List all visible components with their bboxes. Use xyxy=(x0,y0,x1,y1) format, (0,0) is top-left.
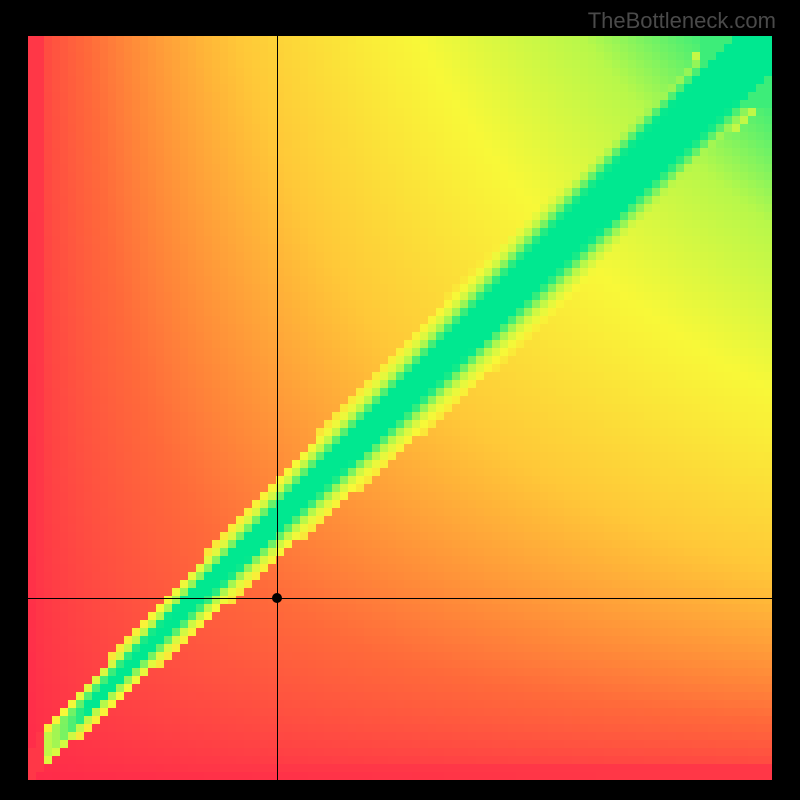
chart-container: TheBottleneck.com xyxy=(0,0,800,800)
heatmap-canvas xyxy=(28,36,772,780)
crosshair-vertical xyxy=(277,36,278,780)
watermark-text: TheBottleneck.com xyxy=(588,8,776,34)
crosshair-horizontal xyxy=(28,598,772,599)
crosshair-marker xyxy=(272,593,282,603)
plot-area xyxy=(28,36,772,780)
